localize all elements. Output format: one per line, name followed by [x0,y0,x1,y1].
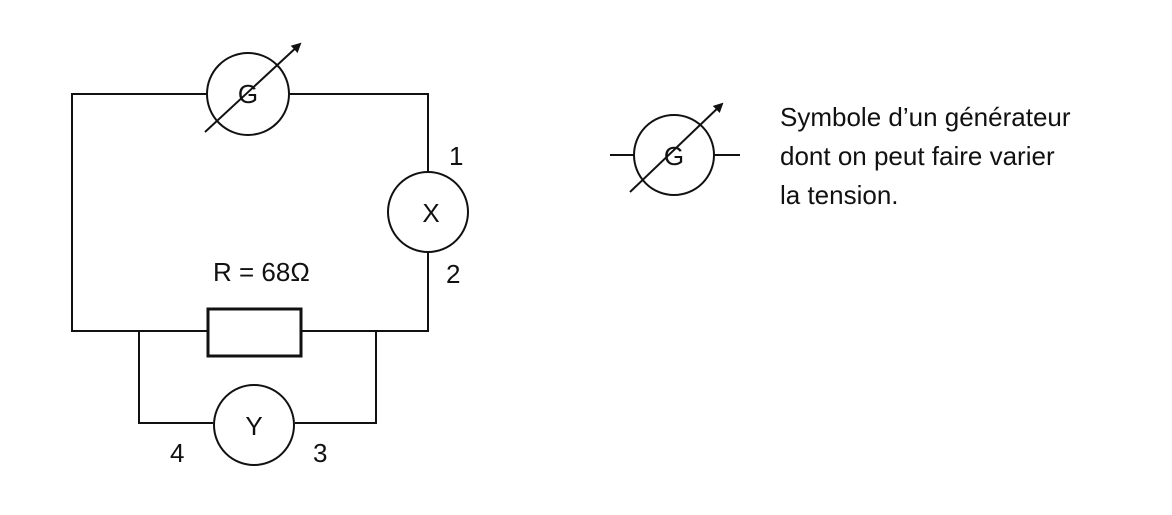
terminal-3-label: 3 [313,438,327,468]
component-x-circle [387,171,469,253]
resistor-label: R = 68Ω [213,257,310,287]
component-y: Y [213,384,295,466]
resistor-body [206,307,303,358]
terminal-4-label: 4 [170,438,184,468]
legend-generator-circle [633,114,715,196]
legend-generator-label: G [664,141,684,171]
component-y-circle [213,384,295,466]
legend-generator-variable-arrow [629,102,724,193]
generator-label: G [238,79,258,109]
wire-y-branch-left [138,331,213,424]
wire-top-left [71,93,208,332]
legend-description-line-2: dont on peut faire varier [780,141,1055,171]
wire-top-right [289,93,429,173]
legend-description: Symbole d’un générateur dont on peut fai… [780,98,1160,215]
generator-symbol: G [204,42,302,136]
generator-variable-arrow [204,42,302,133]
terminal-2-label: 2 [446,259,460,289]
resistor: R = 68Ω [206,257,310,358]
terminal-1-label: 1 [449,141,463,171]
circuit-wires [71,93,740,424]
legend-description-line-1: Symbole d’un générateur [780,102,1071,132]
wire-right-lower [301,251,429,332]
legend-generator-symbol: G [629,102,724,196]
component-x: X [387,171,469,253]
wire-y-branch-right [295,331,377,424]
component-x-label: X [422,198,439,228]
component-y-label: Y [245,411,262,441]
legend-description-line-3: la tension. [780,180,899,210]
